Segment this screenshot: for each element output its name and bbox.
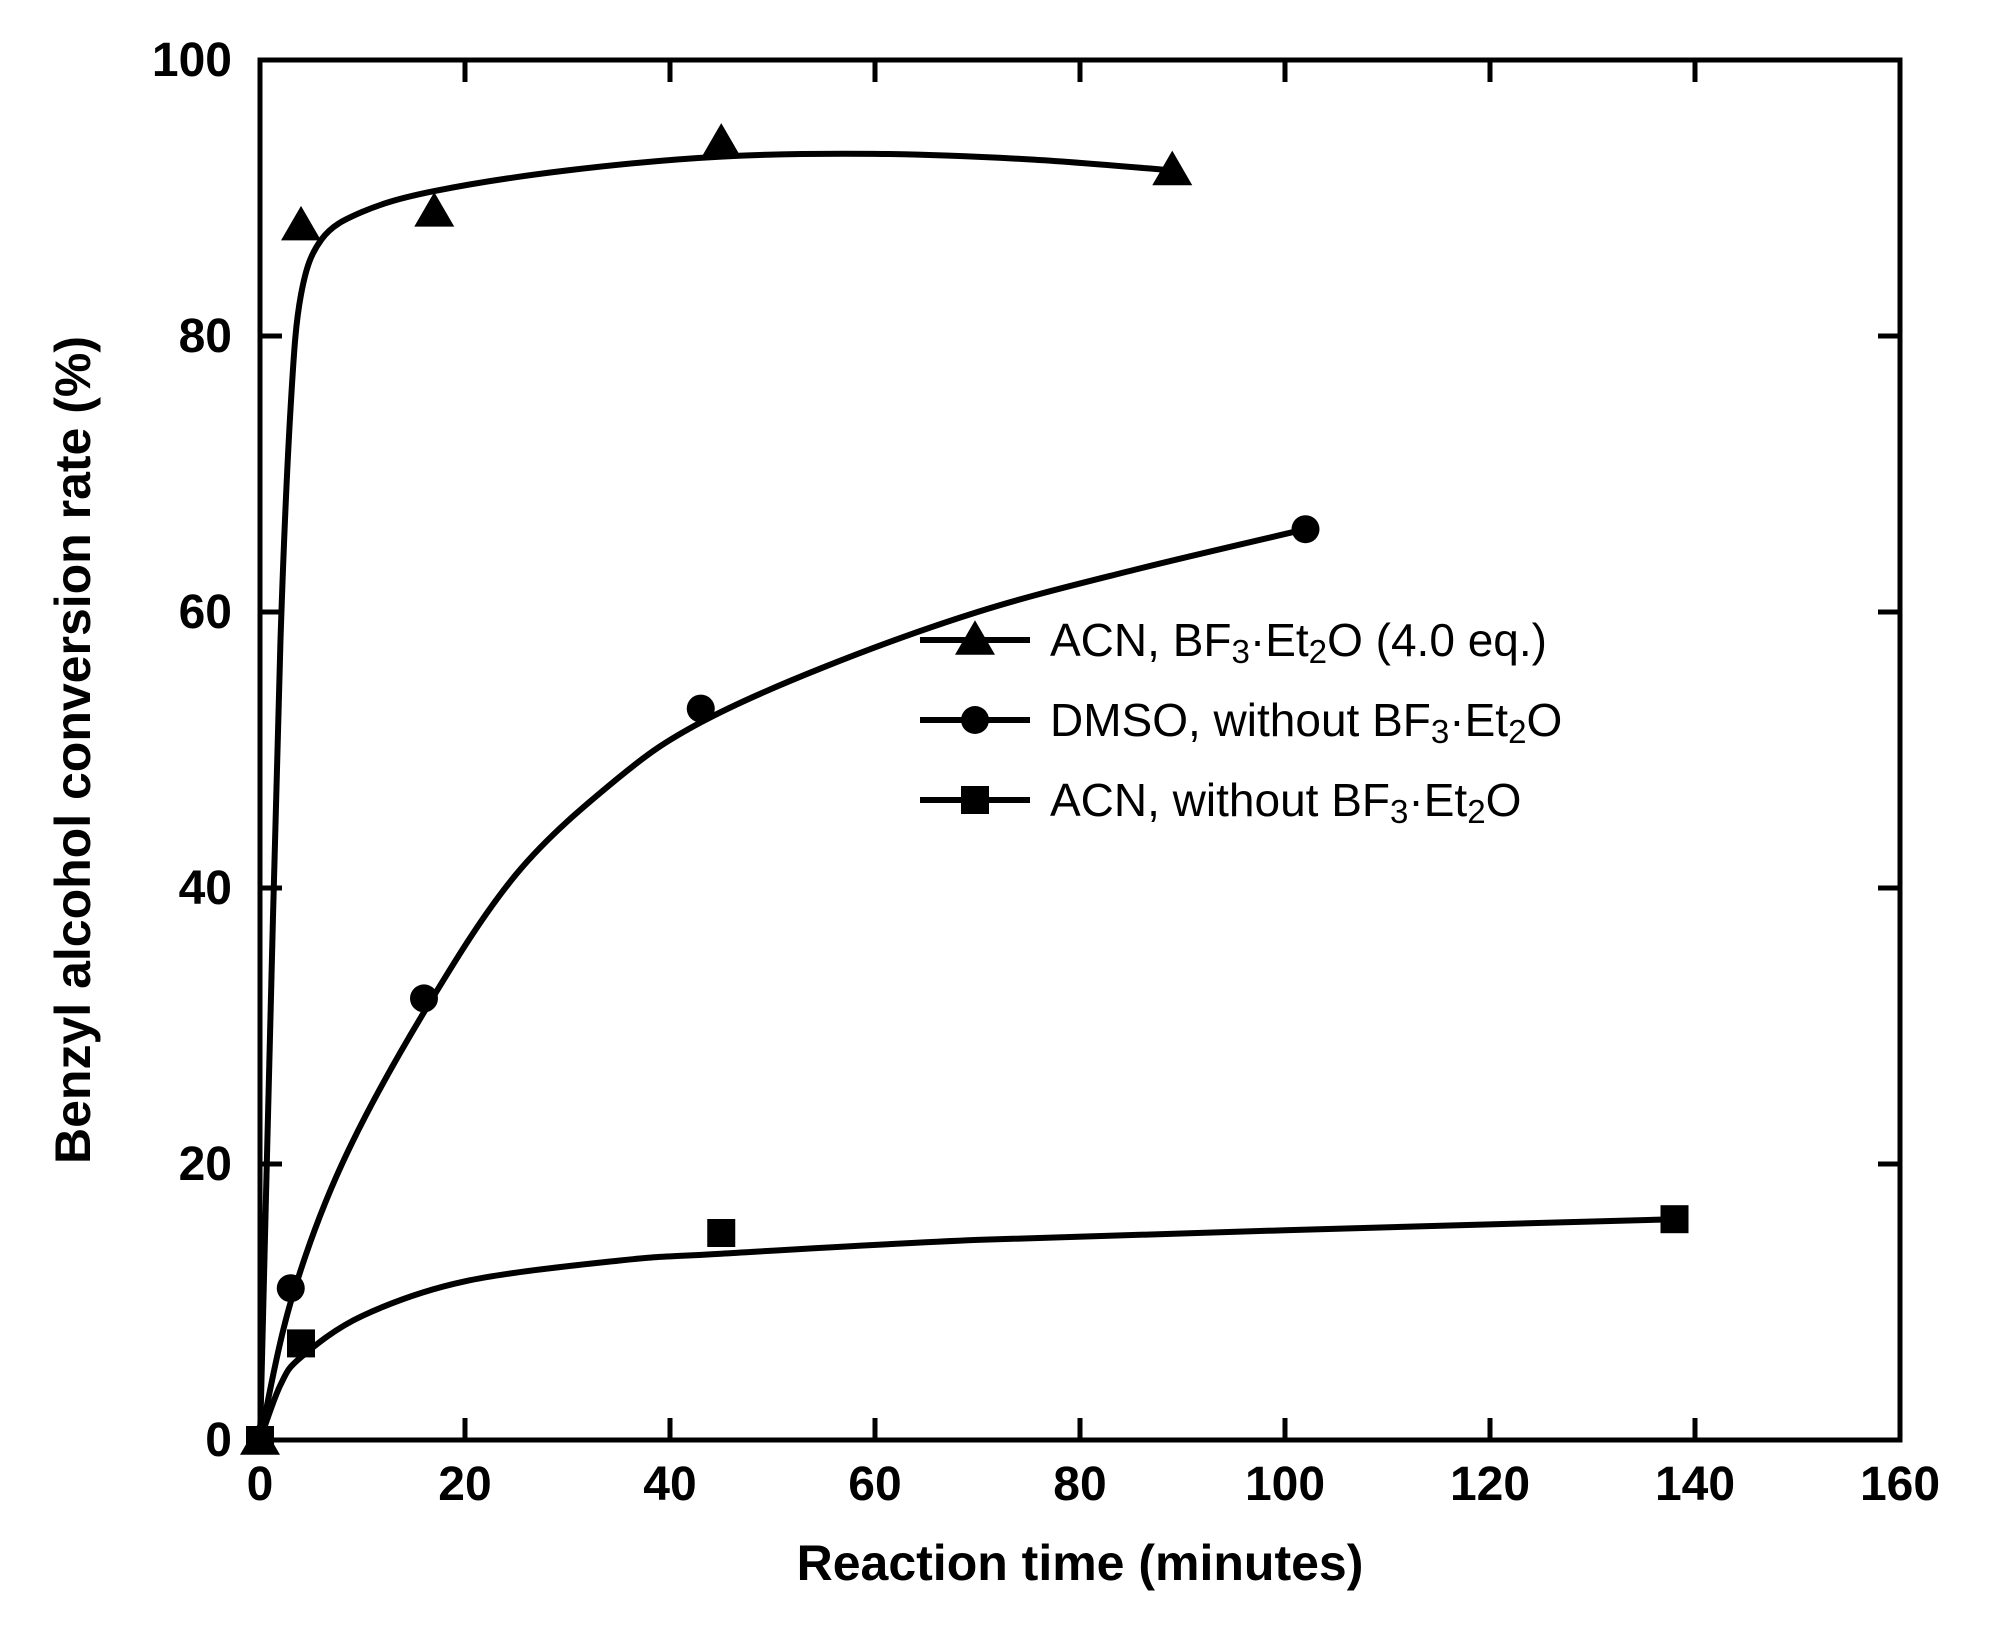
legend-label: ACN, without BF3·Et2O [1050, 774, 1521, 831]
legend-item-acn-no-bf3: ACN, without BF3·Et2O [920, 774, 1521, 831]
series-acn-no-bf3 [246, 1205, 1689, 1454]
x-tick-label: 100 [1245, 1458, 1325, 1511]
x-tick-label: 80 [1053, 1458, 1106, 1511]
x-axis-label: Reaction time (minutes) [797, 1535, 1364, 1591]
x-tick-label: 60 [848, 1458, 901, 1511]
y-axis-label: Benzyl alcohol conversion rate (%) [45, 336, 101, 1164]
y-tick-label: 0 [205, 1414, 232, 1467]
y-tick-label: 80 [179, 310, 232, 363]
y-tick-label: 20 [179, 1138, 232, 1191]
legend-item-acn-bf3: ACN, BF3·Et2O (4.0 eq.) [920, 614, 1547, 671]
y-tick-label: 60 [179, 586, 232, 639]
legend-item-dmso-no-bf3: DMSO, without BF3·Et2O [920, 694, 1562, 751]
legend-label: DMSO, without BF3·Et2O [1050, 694, 1562, 751]
chart-svg: 0 20 40 60 80 100 120 140 160 0 20 40 60 80 100 Reactio… [0, 0, 2003, 1643]
legend: ACN, BF3·Et2O (4.0 eq.) DMSO, without BF3… [920, 614, 1562, 831]
y-tick-label: 100 [152, 34, 232, 87]
x-tick-label: 120 [1450, 1458, 1530, 1511]
x-tick-label: 140 [1655, 1458, 1735, 1511]
x-tick-label: 40 [643, 1458, 696, 1511]
chart-container: 0 20 40 60 80 100 120 140 160 0 20 40 60 80 100 Reactio… [0, 0, 2003, 1643]
x-tick-label: 160 [1860, 1458, 1940, 1511]
legend-label: ACN, BF3·Et2O (4.0 eq.) [1050, 614, 1547, 671]
x-tick-label: 20 [438, 1458, 491, 1511]
x-tick-label: 0 [247, 1458, 274, 1511]
y-tick-label: 40 [179, 862, 232, 915]
